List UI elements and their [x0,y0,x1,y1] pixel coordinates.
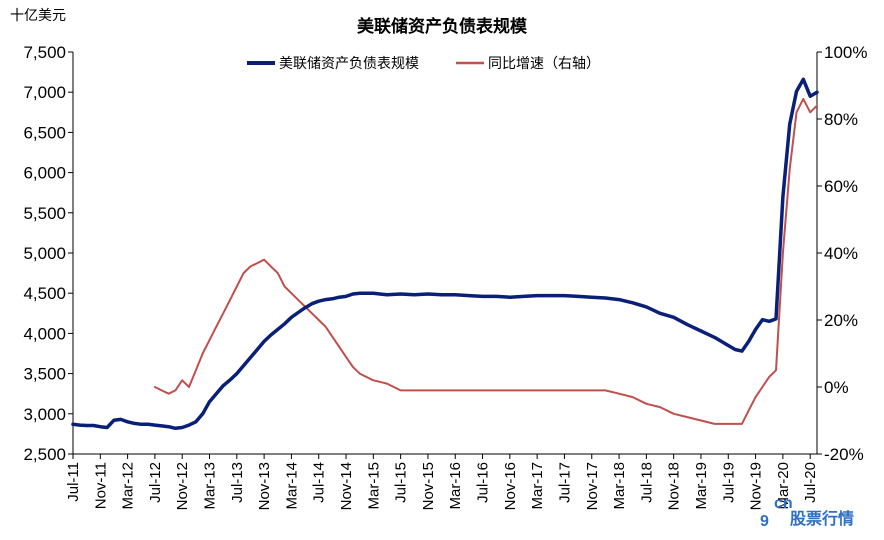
legend: 美联储资产负债表规模 同比增速（右轴） [247,56,600,72]
x-tick-label: Mar-15 [365,462,382,510]
y-left-tick-label: 7,500 [23,43,66,62]
x-tick-label: Nov-17 [584,462,601,510]
x-tick-label: Nov-18 [666,462,683,510]
y-left-tick-label: 6,000 [23,164,66,183]
watermark-logo: 9 cn 股票行情 [760,495,854,530]
y-right-tick-label: 80% [824,110,858,129]
x-tick-label: Nov-16 [502,462,519,510]
x-tick-label: Mar-13 [202,462,219,510]
x-tick-label: Mar-17 [529,462,546,510]
series-yoy-growth [153,97,818,425]
y-right-tick-label: 40% [824,244,858,263]
watermark-sub: cn [774,495,793,512]
x-tick-label: Nov-11 [92,462,109,509]
y-left-tick-label: 4,000 [23,324,66,343]
x-tick-label: Mar-19 [693,462,710,510]
legend-label-balance-sheet: 美联储资产负债表规模 [279,56,419,72]
x-tick-label: Jul-16 [475,462,492,503]
watermark-brand: 股票行情 [790,509,854,528]
x-tick-label: Jul-17 [556,462,573,503]
y-right-tick-label: 100% [824,43,867,62]
x-tick-label: Jul-13 [229,462,246,503]
x-tick-label: Mar-14 [283,462,300,510]
axes: 2,500 3,000 3,500 4,000 4,500 5,000 5,500 6,000… [23,43,867,510]
y-left-tick-label: 5,500 [23,204,66,223]
x-tick-label: Jul-18 [638,462,655,503]
x-tick-label: Nov-13 [256,462,273,510]
y-left-tick-label: 6,500 [23,123,66,142]
x-tick-label: Jul-12 [147,462,164,503]
x-tick-label: Jul-14 [311,462,328,503]
y-left-tick-label: 7,000 [23,83,66,102]
y-left-tick-label: 3,000 [23,405,66,424]
x-tick-label: Jul-20 [802,462,819,503]
y-left-tick-label: 2,500 [23,445,66,464]
y-right-tick-label: 60% [824,177,858,196]
y-right-tick-label: -20% [824,445,864,464]
x-tick-label: Jul-11 [65,462,82,502]
x-tick-label: Nov-12 [174,462,191,510]
x-tick-label: Nov-19 [748,462,765,510]
watermark-glyph: 9 [760,513,769,530]
series-balance-sheet [71,77,819,431]
x-tick-label: Mar-18 [611,462,628,510]
yoy-growth-line [153,97,818,425]
balance-sheet-line [71,77,819,431]
x-tick-label: Mar-20 [775,462,792,510]
legend-label-yoy: 同比增速（右轴） [488,56,600,72]
y-left-tick-label: 4,500 [23,284,66,303]
x-tick-label: Nov-15 [420,462,437,510]
x-tick-label: Mar-12 [120,462,137,510]
y-left-tick-label: 3,500 [23,365,66,384]
x-tick-label: Mar-16 [447,462,464,510]
x-tick-label: Nov-14 [338,462,355,510]
x-tick-label: Jul-19 [720,462,737,503]
chart-title: 美联储资产负债表规模 [357,16,528,37]
x-tick-label: Jul-15 [393,462,410,503]
y-unit-label: 十亿美元 [10,8,66,24]
y-right-tick-label: 0% [824,378,849,397]
y-left-tick-label: 5,000 [23,244,66,263]
y-right-tick-label: 20% [824,311,858,330]
